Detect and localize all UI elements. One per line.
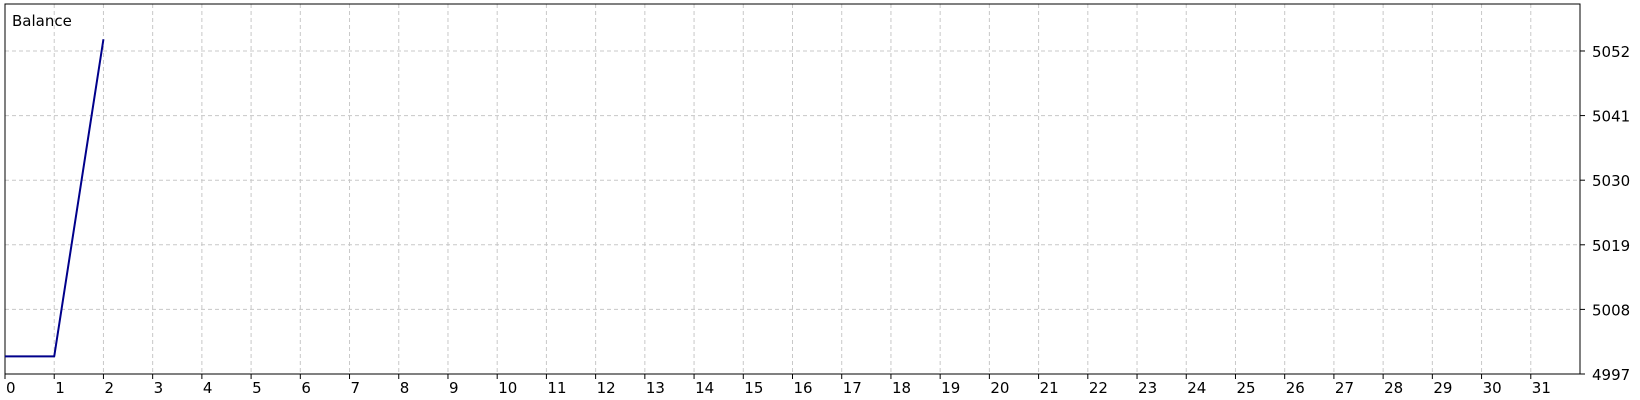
x-tick-label: 1: [55, 379, 65, 397]
x-tick-label: 23: [1138, 379, 1157, 397]
x-tick-label: 13: [646, 379, 665, 397]
x-tick-label: 5: [252, 379, 262, 397]
x-tick-label: 21: [1040, 379, 1059, 397]
x-tick-label: 2: [104, 379, 114, 397]
y-axis: 4997 5008 5019 5030 5041 5052: [1580, 43, 1630, 384]
x-tick-label: 11: [547, 379, 566, 397]
x-tick-label: 4: [203, 379, 213, 397]
y-tick-label: 5019: [1592, 237, 1630, 255]
x-tick-label: 30: [1483, 379, 1502, 397]
x-tick-label: 8: [400, 379, 410, 397]
x-tick-label: 26: [1286, 379, 1305, 397]
y-tick-label: 5041: [1592, 108, 1630, 126]
x-tick-label: 16: [794, 379, 813, 397]
x-tick-label: 27: [1335, 379, 1354, 397]
y-tick-label: 4997: [1592, 366, 1630, 384]
x-tick-label: 18: [892, 379, 911, 397]
series-layer: [5, 39, 105, 358]
x-tick-label: 29: [1433, 379, 1452, 397]
gridlines: [5, 4, 1580, 374]
x-tick-label: 17: [843, 379, 862, 397]
x-tick-label: 10: [498, 379, 517, 397]
x-tick-label: 6: [301, 379, 311, 397]
x-tick-label: 9: [449, 379, 459, 397]
y-tick-label: 5052: [1592, 43, 1630, 61]
x-tick-label: 12: [597, 379, 616, 397]
x-tick-label: 22: [1089, 379, 1108, 397]
x-tick-label: 31: [1532, 379, 1551, 397]
x-tick-label: 24: [1187, 379, 1206, 397]
x-axis: 0 1 2 3 4 5 6 7 8 9 10 11 12 13 14 15 16 17 18 19 20 21 22 23 24…: [4, 374, 1551, 397]
x-tick-label: 14: [695, 379, 714, 397]
series-line-balance: [5, 39, 105, 358]
x-tick-label: 19: [941, 379, 960, 397]
y-tick-label: 5008: [1592, 301, 1630, 319]
x-tick-label: 15: [744, 379, 763, 397]
x-tick-label: 7: [351, 379, 361, 397]
x-tick-label: 20: [990, 379, 1009, 397]
x-tick-label: 28: [1384, 379, 1403, 397]
y-tick-label: 5030: [1592, 172, 1630, 190]
x-tick-label: 0: [6, 379, 16, 397]
x-tick-label: 3: [154, 379, 164, 397]
legend-balance: Balance: [12, 12, 72, 30]
x-tick-label: 25: [1236, 379, 1255, 397]
